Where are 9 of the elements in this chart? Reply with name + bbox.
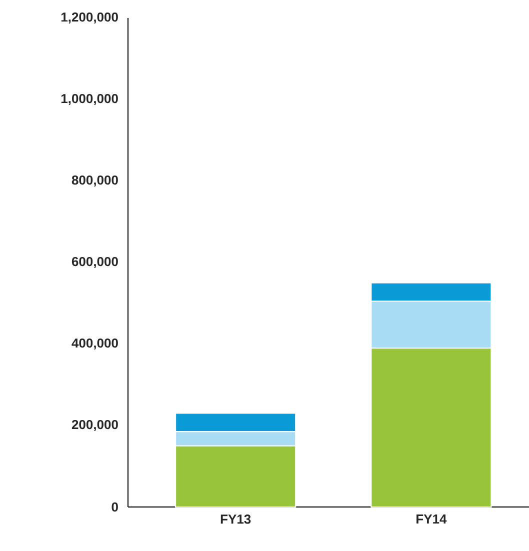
x-tick-label: FY13 <box>220 514 251 524</box>
y-tick-label: 600,000 <box>72 256 118 268</box>
y-tick-label: 200,000 <box>72 420 118 432</box>
y-tick-label: 0 <box>112 502 118 512</box>
y-tick-label: 800,000 <box>72 175 118 187</box>
y-tick-label: 400,000 <box>72 338 118 350</box>
y-tick-label: 1,200,000 <box>61 12 118 24</box>
x-tick-label: FY14 <box>416 514 447 524</box>
y-tick-label: 1,000,000 <box>61 94 118 106</box>
